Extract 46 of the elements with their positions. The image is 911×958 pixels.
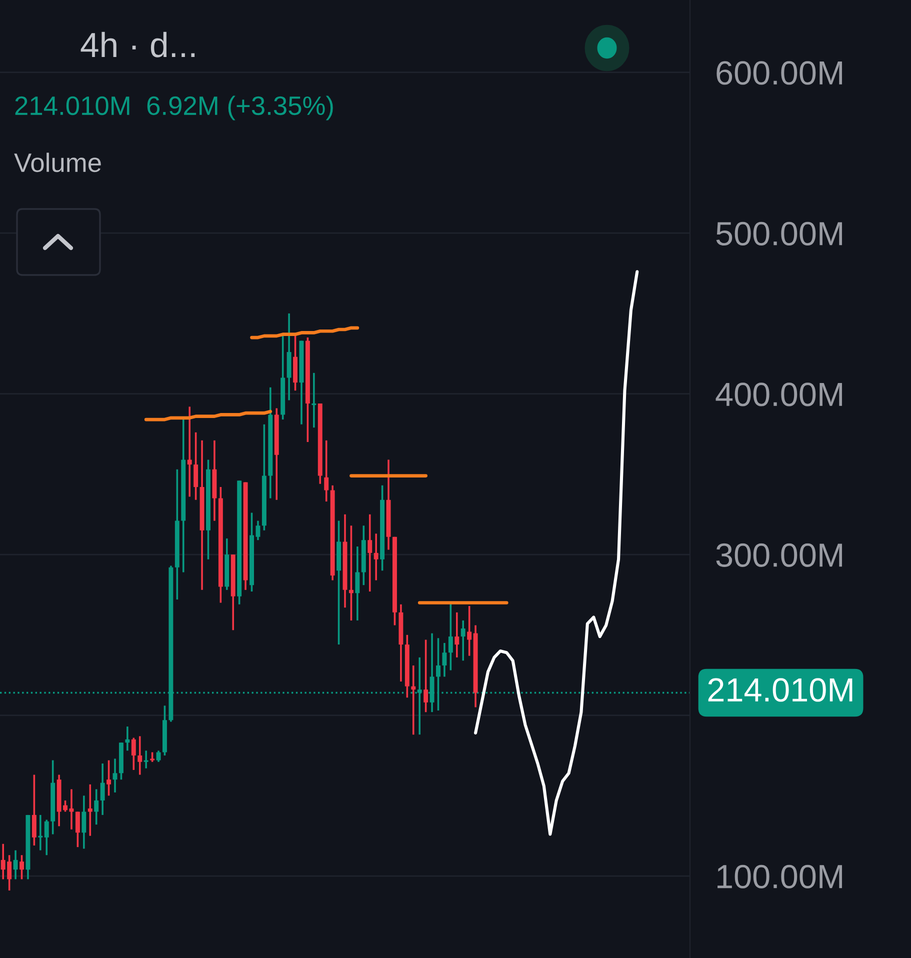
text: 4h · d...	[80, 32, 195, 58]
text: 214.010M 6.92M (+3.35%)	[15, 96, 333, 120]
candlestick	[374, 532, 378, 582]
candlestick	[144, 750, 148, 770]
y-tick-label: 300.00M	[716, 543, 842, 567]
candlestick	[324, 440, 329, 502]
line-series	[250, 326, 360, 340]
candlestick	[156, 750, 161, 763]
y-tick-label: 100.00M	[718, 864, 842, 888]
candlestick	[460, 620, 466, 662]
candlestick	[38, 814, 43, 852]
candlestick	[94, 788, 99, 826]
candlestick	[355, 546, 360, 622]
candlestick	[150, 751, 155, 763]
y-tick-label: 400.00M	[716, 382, 842, 406]
candlestick	[32, 774, 36, 846]
candlestick	[138, 735, 142, 776]
candlestick	[348, 524, 354, 622]
candlestick	[13, 849, 18, 880]
candlestick	[106, 759, 112, 797]
candlestick	[436, 637, 440, 712]
candlestick	[82, 794, 86, 850]
y-tick-label: 600.00M	[716, 61, 842, 85]
candlestick	[187, 406, 192, 498]
line-series	[144, 410, 272, 422]
candlestick	[411, 664, 416, 736]
candlestick	[44, 818, 49, 856]
candlestick	[467, 605, 472, 657]
y-tick-label: 500.00M	[716, 222, 842, 246]
candlestick	[312, 372, 316, 428]
candlestick	[448, 602, 453, 672]
line-series	[474, 270, 639, 836]
candlestick	[442, 642, 447, 678]
annotation: Volume	[14, 152, 101, 172]
candlestick	[88, 784, 92, 837]
candlestick	[194, 431, 198, 501]
candlestick	[454, 612, 460, 658]
candlestick	[75, 810, 80, 848]
candlestick	[100, 762, 105, 816]
candlestick	[424, 638, 428, 713]
ref-line-label: 214.010M	[708, 678, 852, 702]
candlestick	[125, 726, 130, 752]
candlestick	[131, 736, 136, 771]
candlestick	[112, 758, 118, 794]
candlestick	[20, 854, 24, 880]
candlestick	[368, 513, 372, 592]
